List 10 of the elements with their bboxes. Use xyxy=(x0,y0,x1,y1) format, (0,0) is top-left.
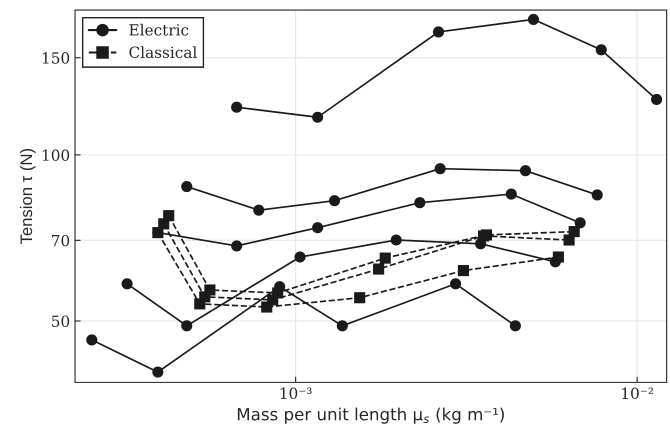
y-tick-label: 150 xyxy=(42,52,70,64)
y-tick-label: 100 xyxy=(42,149,70,161)
y-tick-label: 50 xyxy=(52,315,70,328)
y-tick-label: 70 xyxy=(52,234,70,246)
x-tick-label: 10⁻² xyxy=(622,388,654,400)
x-axis-title: Mass per unit length μ$_{s}$ (kg m⁻¹) xyxy=(238,408,504,424)
legend-label: Classical xyxy=(129,46,197,58)
y-axis-title: Tension τ (N) xyxy=(20,149,36,244)
legend-label: Electric xyxy=(129,24,188,36)
x-tick-label: 10⁻³ xyxy=(280,388,312,400)
